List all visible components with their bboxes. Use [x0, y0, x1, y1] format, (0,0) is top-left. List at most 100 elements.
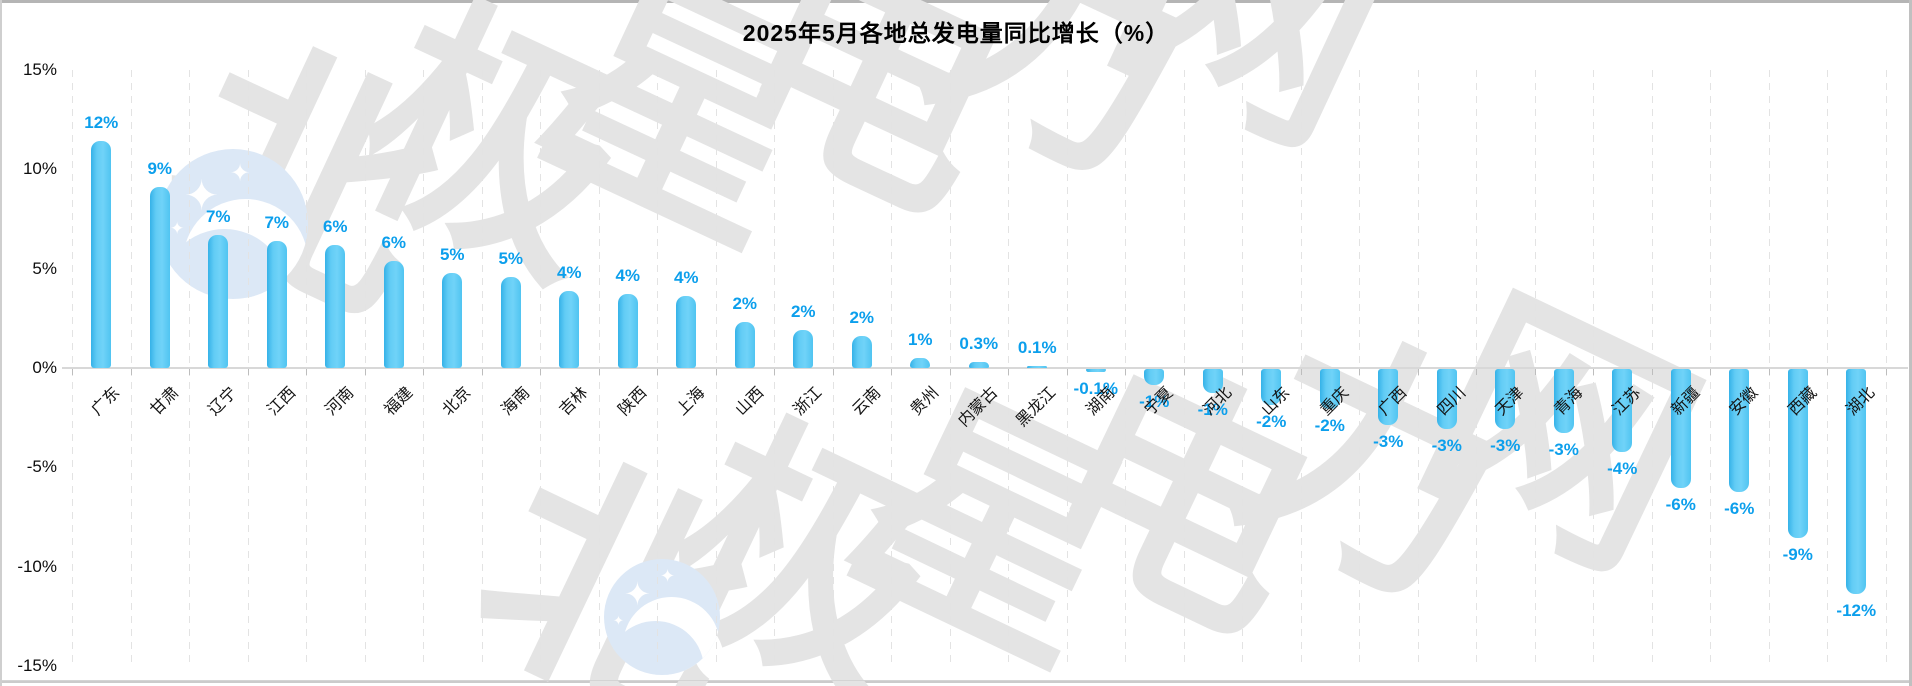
- bar-value-label: 6%: [381, 232, 407, 252]
- vertical-gridline: [247, 70, 249, 662]
- axis-tick: [1534, 369, 1536, 375]
- vertical-gridline: [1476, 70, 1477, 662]
- bar-value-label: 12%: [84, 113, 119, 133]
- bar-value-label: 0.1%: [1017, 338, 1057, 357]
- vertical-gridline: [1300, 70, 1302, 662]
- vertical-gridline: [598, 70, 600, 662]
- frame-border: [1909, 0, 1912, 686]
- vertical-gridline: [1183, 70, 1185, 662]
- axis-tick: [1476, 369, 1477, 375]
- vertical-gridline: [832, 70, 834, 662]
- axis-tick: [1242, 369, 1243, 375]
- bar: [1729, 369, 1750, 493]
- vertical-gridline: [1827, 70, 1828, 662]
- bar-value-label: -0.1%: [1073, 378, 1118, 398]
- vertical-gridline: [1125, 70, 1126, 662]
- axis-tick: [1417, 369, 1419, 375]
- bar-value-label: 0.3%: [959, 334, 999, 354]
- vertical-gridline: [1768, 70, 1770, 662]
- vertical-gridline: [1242, 70, 1243, 662]
- axis-tick: [949, 369, 951, 375]
- axis-tick: [1593, 369, 1594, 375]
- bar-value-label: 4%: [615, 266, 641, 286]
- vertical-gridline: [189, 70, 190, 662]
- vertical-gridline: [306, 70, 307, 662]
- bar-value-label: 2%: [732, 294, 758, 314]
- beijixing-moon-stars-logo: ✦ ✦ ✦: [604, 559, 720, 675]
- vertical-gridline: [1651, 70, 1653, 662]
- bar-value-label: 6%: [322, 216, 348, 236]
- axis-tick: [130, 369, 132, 375]
- vertical-gridline: [1593, 70, 1594, 662]
- axis-tick: [306, 369, 307, 375]
- vertical-gridline: [891, 70, 892, 662]
- bar: [1553, 369, 1574, 433]
- bar-value-label: -6%: [1724, 499, 1755, 519]
- vertical-gridline: [130, 70, 132, 662]
- bar-value-label: 9%: [147, 159, 173, 179]
- bar: [1202, 369, 1223, 393]
- y-axis-tick-label: 15%: [22, 59, 57, 79]
- axis-tick: [1768, 369, 1770, 375]
- bar-value-label: -2%: [1314, 415, 1345, 435]
- bar: [266, 240, 287, 368]
- bar-value-label: 1%: [907, 330, 933, 350]
- vertical-gridline: [1066, 70, 1068, 662]
- bar: [676, 296, 697, 368]
- axis-tick: [72, 369, 73, 375]
- bar: [1378, 369, 1399, 425]
- bar: [968, 362, 989, 368]
- axis-tick: [1183, 369, 1185, 375]
- bar-value-label: -3%: [1548, 439, 1579, 459]
- bar-value-label: 5%: [439, 244, 465, 264]
- bar-value-label: -2%: [1256, 411, 1287, 431]
- bar-value-label: -9%: [1782, 544, 1813, 564]
- bar: [1144, 369, 1165, 385]
- vertical-gridline: [481, 70, 483, 662]
- axis-tick: [1710, 369, 1711, 375]
- bar: [559, 290, 580, 368]
- star-icon: ✦: [624, 576, 651, 612]
- bar: [1085, 369, 1106, 372]
- bar-value-label: -6%: [1665, 495, 1696, 515]
- vertical-gridline: [540, 70, 541, 662]
- bar: [325, 244, 346, 368]
- axis-tick: [1651, 369, 1653, 375]
- vertical-gridline: [423, 70, 424, 662]
- star-icon: ✦: [170, 219, 185, 238]
- bar: [1787, 369, 1808, 538]
- y-axis-tick-label: -10%: [17, 556, 57, 576]
- zero-axis-line: [62, 367, 1908, 369]
- star-icon: ✦: [613, 613, 624, 628]
- bar: [617, 294, 638, 368]
- bar-value-label: 7%: [264, 212, 290, 232]
- vertical-gridline: [1885, 70, 1887, 662]
- bottom-spine: [2, 680, 1909, 681]
- y-axis-tick-label: 5%: [32, 258, 57, 278]
- axis-tick: [1300, 369, 1302, 375]
- vertical-gridline: [364, 70, 366, 662]
- frame-border: [0, 0, 2, 686]
- axis-tick: [189, 369, 190, 375]
- vertical-gridline: [1710, 70, 1711, 662]
- frame-border: [0, 0, 1912, 3]
- axis-tick: [598, 369, 600, 375]
- axis-tick: [1827, 369, 1828, 375]
- axis-tick: [1008, 369, 1009, 375]
- frame-border: [0, 681, 1912, 683]
- y-axis-tick-label: 10%: [22, 159, 57, 179]
- bar-value-label: 7%: [205, 206, 231, 226]
- bar: [1495, 369, 1516, 429]
- vertical-gridline: [657, 70, 658, 662]
- bar: [91, 141, 112, 368]
- vertical-gridline: [1417, 70, 1419, 662]
- axis-tick: [1885, 369, 1887, 375]
- bar: [1319, 369, 1340, 409]
- star-icon: ✦: [230, 160, 251, 187]
- bar: [793, 330, 814, 368]
- star-icon: ✦: [660, 566, 676, 586]
- axis-tick: [423, 369, 424, 375]
- bar: [734, 322, 755, 368]
- chart-title: 2025年5月各地总发电量同比增长（%）: [742, 20, 1170, 46]
